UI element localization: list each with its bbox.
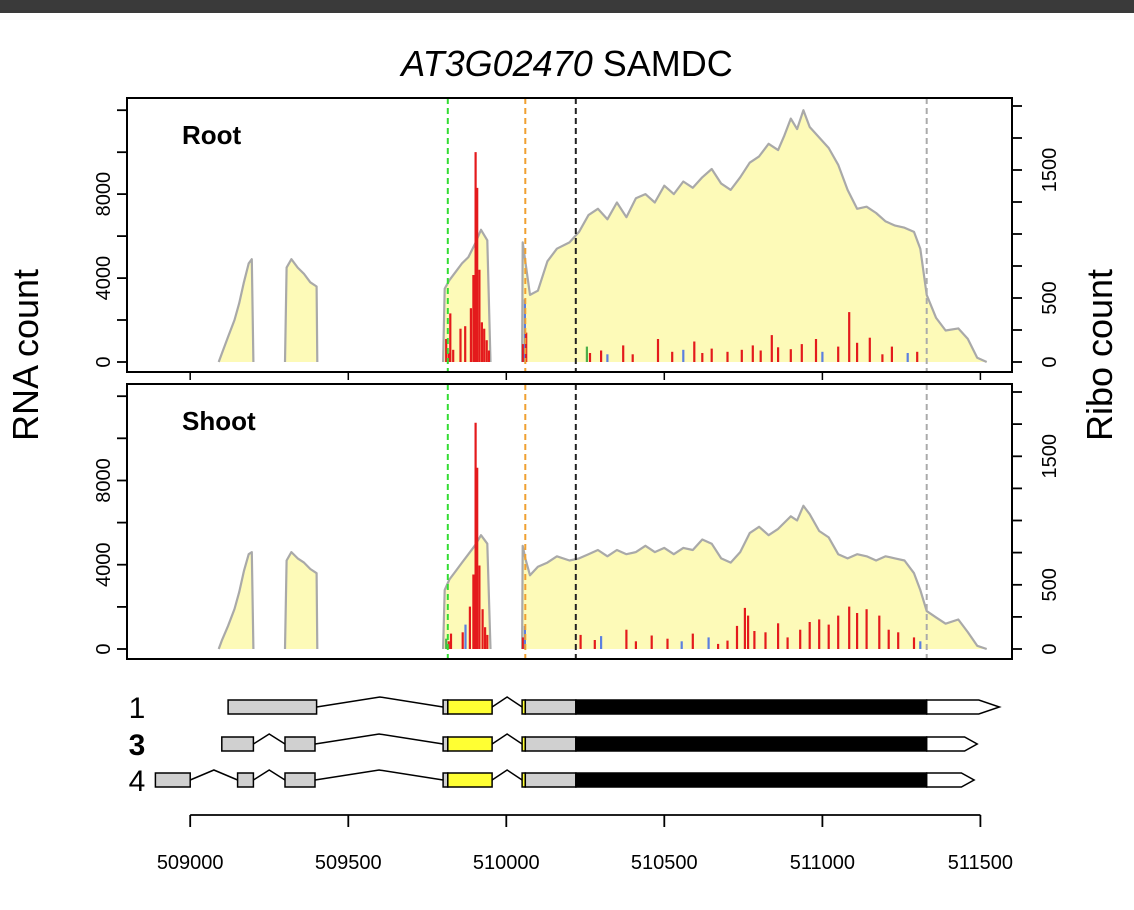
exon xyxy=(221,736,255,752)
panels: Root 0 4000 8000 0 500 1500 Shoot 0 4000 8000 0 500 1… xyxy=(93,97,1061,660)
panel-frame xyxy=(126,383,1013,660)
cds-block xyxy=(575,699,928,715)
transcript-4: 4 xyxy=(129,765,976,798)
intron xyxy=(491,696,523,708)
rna-line-3 xyxy=(520,109,988,364)
rna-area-1 xyxy=(285,552,318,649)
panel-root: Root 0 4000 8000 0 500 1500 xyxy=(93,97,1061,373)
rna-tick-label: 0 xyxy=(93,643,115,654)
ribo-tick-label: 500 xyxy=(1039,568,1061,601)
intron xyxy=(189,769,238,781)
rna-tick-label: 0 xyxy=(93,356,115,367)
x-tick-label: 511000 xyxy=(790,852,855,874)
exon xyxy=(284,736,316,752)
panel-label: Shoot xyxy=(182,406,256,436)
intron xyxy=(252,769,286,781)
exon xyxy=(284,772,316,788)
rna-line-3 xyxy=(520,504,988,651)
x-axis: 509000 509500 510000 510500 511000 511500 xyxy=(157,814,1013,874)
x-tick-label: 509500 xyxy=(315,852,382,874)
rna-area-0 xyxy=(218,552,254,649)
exon xyxy=(524,699,577,715)
exon xyxy=(524,736,577,752)
transcript-label: 3 xyxy=(129,729,146,762)
utr-arrow xyxy=(925,772,976,788)
transcript-1: 1 xyxy=(129,692,1002,725)
intron xyxy=(314,769,444,781)
title-gene-id: AT3G02470 xyxy=(399,43,592,84)
rna-tick-label: 8000 xyxy=(93,172,115,217)
rna-tick-label: 4000 xyxy=(93,256,115,301)
exon xyxy=(447,736,493,752)
utr-arrow xyxy=(925,736,979,752)
exon xyxy=(154,772,191,788)
ribo-tick-label: 0 xyxy=(1039,356,1061,367)
ribo-tick-label: 0 xyxy=(1039,643,1061,654)
cds-block xyxy=(575,736,928,752)
utr-arrow xyxy=(925,699,1002,715)
ribo-tick-label: 1500 xyxy=(1039,148,1061,193)
rna-area-0 xyxy=(218,259,254,362)
title-gene-name: SAMDC xyxy=(603,43,733,84)
panel-shoot: Shoot 0 4000 8000 0 500 1500 xyxy=(93,383,1061,660)
window-top-bar xyxy=(0,0,1134,13)
intron xyxy=(491,769,523,781)
right-axis-label: Ribo count xyxy=(1079,269,1120,441)
rna-area-1 xyxy=(285,259,318,362)
ribo-tick-label: 500 xyxy=(1039,281,1061,314)
gene-model: 1 34 xyxy=(129,692,1002,798)
exon xyxy=(447,699,493,715)
intron xyxy=(491,733,523,745)
exon xyxy=(447,772,493,788)
exon xyxy=(227,699,318,715)
rna-line-0 xyxy=(217,258,255,363)
intron xyxy=(252,733,286,745)
x-tick-label: 509000 xyxy=(157,852,224,874)
exon xyxy=(236,772,255,788)
cds-block xyxy=(575,772,928,788)
transcript-label: 1 xyxy=(129,692,146,725)
panel-frame xyxy=(126,97,1013,373)
rna-tick-label: 8000 xyxy=(93,458,115,503)
x-tick-label: 511500 xyxy=(948,852,1013,874)
panel-label: Root xyxy=(182,120,242,150)
rna-line-1 xyxy=(283,258,319,363)
transcript-3: 3 xyxy=(129,729,979,762)
rna-area-3 xyxy=(522,110,987,362)
ribo-tick-label: 1500 xyxy=(1039,434,1061,479)
rna-line-0 xyxy=(217,550,255,650)
intron xyxy=(316,696,444,708)
x-tick-label: 510000 xyxy=(473,852,540,874)
intron xyxy=(314,733,444,745)
left-axis-label: RNA count xyxy=(5,269,46,441)
rna-area-3 xyxy=(522,505,987,649)
transcript-label: 4 xyxy=(129,765,146,798)
chart-title: AT3G02470 SAMDC xyxy=(399,43,732,84)
rna-line-2 xyxy=(442,228,492,363)
x-tick-label: 510500 xyxy=(631,852,698,874)
rna-line-1 xyxy=(283,550,319,650)
rna-tick-label: 4000 xyxy=(93,542,115,587)
exon xyxy=(524,772,577,788)
